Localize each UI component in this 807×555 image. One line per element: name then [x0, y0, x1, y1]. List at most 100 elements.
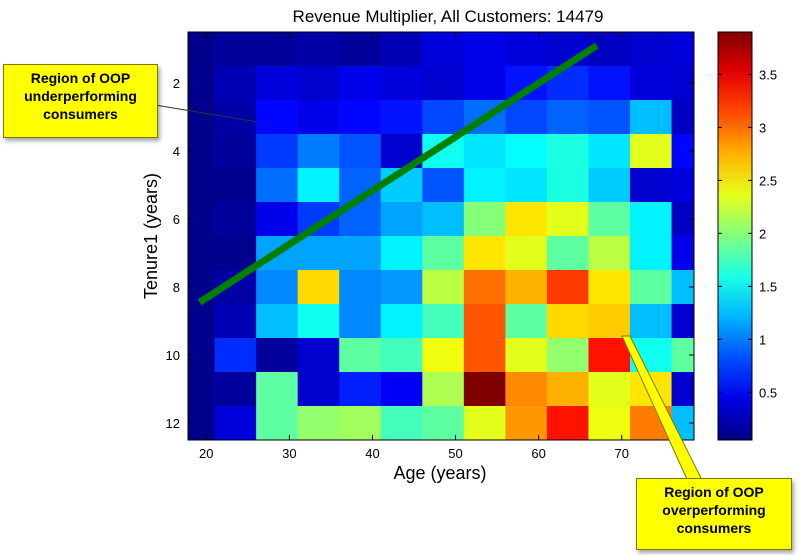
heatmap-cell — [214, 202, 257, 237]
heatmap-cell — [256, 372, 299, 407]
heatmap-cell — [463, 66, 506, 101]
heatmap-cell — [588, 202, 631, 237]
heatmap-cell — [505, 32, 548, 67]
heatmap-cell — [339, 406, 382, 441]
heatmap-cell — [630, 100, 673, 135]
heatmap-cell — [214, 338, 257, 373]
heatmap-cell — [380, 236, 423, 271]
heatmap-cell — [463, 134, 506, 169]
trend-line — [197, 42, 599, 306]
heatmap-cell — [630, 134, 673, 169]
heatmap-cell — [214, 304, 257, 339]
heatmap-cell — [463, 372, 506, 407]
heatmap-cell — [256, 338, 299, 373]
x-axis-label: Age (years) — [393, 463, 486, 483]
colorbar-tick-label: 3.5 — [759, 67, 777, 82]
heatmap-cell — [214, 168, 257, 203]
heatmap-cells — [188, 32, 695, 441]
heatmap-cell — [463, 338, 506, 373]
heatmap-cell — [505, 168, 548, 203]
heatmap-cell — [339, 270, 382, 305]
heatmap-cell — [256, 134, 299, 169]
heatmap-cell — [422, 66, 465, 101]
heatmap-cell — [422, 100, 465, 135]
y-tick-label: 4 — [173, 144, 180, 159]
heatmap-cell — [463, 406, 506, 441]
heatmap-cell — [671, 32, 695, 67]
heatmap-cell — [214, 66, 257, 101]
heatmap-cell — [463, 236, 506, 271]
heatmap-cell — [339, 304, 382, 339]
heatmap-cell — [671, 100, 695, 135]
heatmap-cell — [297, 100, 340, 135]
colorbar-ticks: 0.5 1 1.5 2 2.5 3 3.5 — [718, 67, 777, 400]
heatmap-cell — [380, 100, 423, 135]
heatmap-cell — [256, 304, 299, 339]
heatmap-cell — [297, 168, 340, 203]
heatmap-cell — [422, 406, 465, 441]
heatmap-cell — [546, 202, 589, 237]
heatmap-cell — [214, 372, 257, 407]
y-tick-label: 6 — [173, 212, 180, 227]
heatmap-cell — [380, 270, 423, 305]
x-tick-label: 20 — [199, 446, 213, 461]
heatmap-cell — [505, 270, 548, 305]
heatmap-cell — [297, 134, 340, 169]
heatmap-cell — [214, 32, 257, 67]
heatmap-cell — [463, 32, 506, 67]
heatmap-cell — [588, 372, 631, 407]
heatmap-cell — [188, 304, 216, 339]
heatmap-cell — [188, 372, 216, 407]
heatmap-cell — [256, 100, 299, 135]
heatmap-cell — [380, 66, 423, 101]
heatmap-cell — [588, 338, 631, 373]
heatmap-cell — [380, 32, 423, 67]
callout-pointer-under — [154, 104, 259, 123]
heatmap-cell — [297, 270, 340, 305]
heatmap-cell — [546, 304, 589, 339]
heatmap-cell — [671, 168, 695, 203]
y-tick-label: 10 — [166, 348, 180, 363]
heatmap-cell — [588, 304, 631, 339]
heatmap-cell — [297, 338, 340, 373]
colorbar — [717, 31, 753, 441]
y-axis-label: Tenure1 (years) — [141, 173, 161, 299]
heatmap-cell — [463, 304, 506, 339]
heatmap-cell — [188, 32, 216, 67]
heatmap-cell — [297, 236, 340, 271]
heatmap-cell — [214, 236, 257, 271]
heatmap-cell — [671, 66, 695, 101]
heatmap-cell — [339, 32, 382, 67]
heatmap-cell — [214, 406, 257, 441]
heatmap-cell — [505, 338, 548, 373]
x-tick-label: 30 — [282, 446, 296, 461]
heatmap-cell — [339, 338, 382, 373]
heatmap-cell — [214, 100, 257, 135]
heatmap-cell — [256, 202, 299, 237]
colorbar-tick-label: 3 — [759, 120, 766, 135]
heatmap-cell — [339, 100, 382, 135]
heatmap-cell — [339, 66, 382, 101]
callout-underperforming-line2: underperforming — [24, 88, 137, 104]
callout-overperforming-line1: Region of OOP — [664, 484, 764, 500]
heatmap-cell — [671, 202, 695, 237]
heatmap-cell — [546, 270, 589, 305]
heatmap-cell — [463, 202, 506, 237]
colorbar-tick-label: 2.5 — [759, 173, 777, 188]
heatmap-cell — [297, 32, 340, 67]
y-tick-label: 2 — [173, 76, 180, 91]
heatmap-cell — [546, 168, 589, 203]
heatmap-cell — [256, 32, 299, 67]
heatmap-cell — [630, 168, 673, 203]
heatmap-cell — [256, 66, 299, 101]
callout-underperforming-line1: Region of OOP — [30, 70, 131, 86]
callout-underperforming: Region of OOP underperforming consumers — [3, 64, 158, 138]
heatmap-cell — [256, 406, 299, 441]
heatmap-cell — [588, 100, 631, 135]
heatmap-cell — [588, 134, 631, 169]
heatmap-cell — [546, 100, 589, 135]
heatmap-cell — [588, 270, 631, 305]
heatmap-cell — [339, 236, 382, 271]
callout-overperforming: Region of OOP overperforming consumers — [636, 478, 792, 550]
chart-title: Revenue Multiplier, All Customers: 14479 — [293, 7, 604, 26]
